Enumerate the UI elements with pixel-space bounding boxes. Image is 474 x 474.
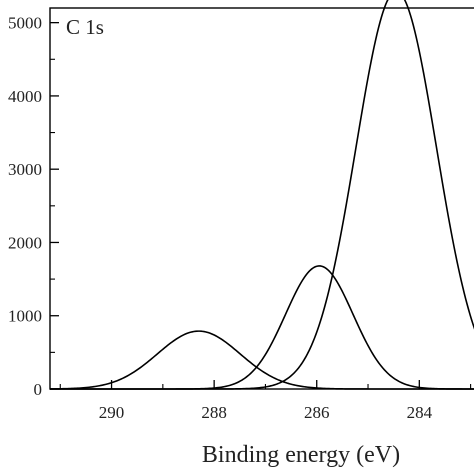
y-tick-label-4000: 4000 xyxy=(8,87,42,106)
x-axis-title: Binding energy (eV) xyxy=(202,442,400,468)
y-tick-label-5000: 5000 xyxy=(8,14,42,33)
x-tick-label-288: 288 xyxy=(201,403,227,422)
plot-frame xyxy=(49,7,474,390)
peak-curve-1 xyxy=(49,330,474,390)
y-tick-label-0: 0 xyxy=(34,380,43,399)
x-tick-label-286: 286 xyxy=(304,403,330,422)
x-tick-label-290: 290 xyxy=(99,403,125,422)
y-tick-label-1000: 1000 xyxy=(8,307,42,326)
panel-label: C 1s xyxy=(66,15,104,39)
y-tick-label-2000: 2000 xyxy=(8,233,42,252)
y-tick-label-3000: 3000 xyxy=(8,160,42,179)
peak-curve-3 xyxy=(50,0,474,390)
x-tick-label-284: 284 xyxy=(407,403,433,422)
